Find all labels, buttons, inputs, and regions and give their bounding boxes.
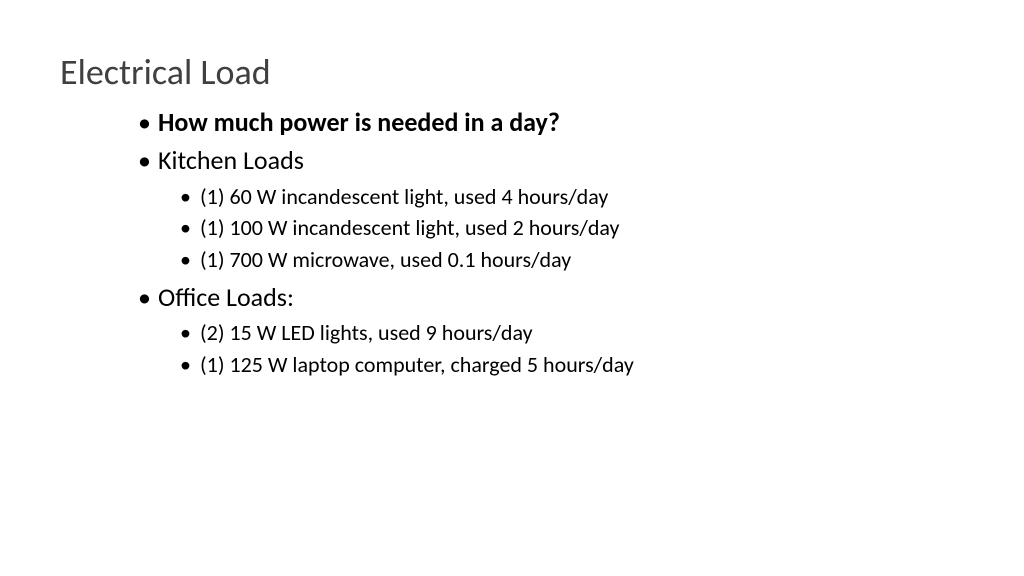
- bullet-marker: •: [180, 350, 192, 380]
- kitchen-section: • Kitchen Loads • (1) 60 W incandescent …: [138, 144, 964, 275]
- office-heading: Office Loads:: [158, 281, 294, 315]
- office-item: • (2) 15 W LED lights, used 9 hours/day: [180, 318, 964, 348]
- kitchen-item-text: (1) 700 W microwave, used 0.1 hours/day: [200, 245, 571, 275]
- main-question-bullet: • How much power is needed in a day?: [138, 106, 964, 140]
- kitchen-item-text: (1) 100 W incandescent light, used 2 hou…: [200, 213, 619, 243]
- office-item-text: (1) 125 W laptop computer, charged 5 hou…: [200, 350, 634, 380]
- kitchen-item: • (1) 100 W incandescent light, used 2 h…: [180, 213, 964, 243]
- bullet-marker: •: [138, 281, 152, 315]
- office-section: • Office Loads: • (2) 15 W LED lights, u…: [138, 281, 964, 380]
- slide-title: Electrical Load: [60, 50, 964, 94]
- kitchen-item: • (1) 700 W microwave, used 0.1 hours/da…: [180, 245, 964, 275]
- bullet-marker: •: [138, 106, 152, 140]
- kitchen-heading: Kitchen Loads: [158, 144, 304, 178]
- office-heading-bullet: • Office Loads:: [138, 281, 964, 315]
- bullet-marker: •: [180, 318, 192, 348]
- bullet-marker: •: [180, 245, 192, 275]
- bullet-marker: •: [180, 213, 192, 243]
- office-item-text: (2) 15 W LED lights, used 9 hours/day: [200, 318, 533, 348]
- office-item: • (1) 125 W laptop computer, charged 5 h…: [180, 350, 964, 380]
- kitchen-heading-bullet: • Kitchen Loads: [138, 144, 964, 178]
- main-question-text: How much power is needed in a day?: [158, 106, 560, 140]
- bullet-marker: •: [180, 182, 192, 212]
- slide-content: • How much power is needed in a day? • K…: [60, 106, 964, 380]
- kitchen-item-text: (1) 60 W incandescent light, used 4 hour…: [200, 182, 608, 212]
- kitchen-item: • (1) 60 W incandescent light, used 4 ho…: [180, 182, 964, 212]
- bullet-marker: •: [138, 144, 152, 178]
